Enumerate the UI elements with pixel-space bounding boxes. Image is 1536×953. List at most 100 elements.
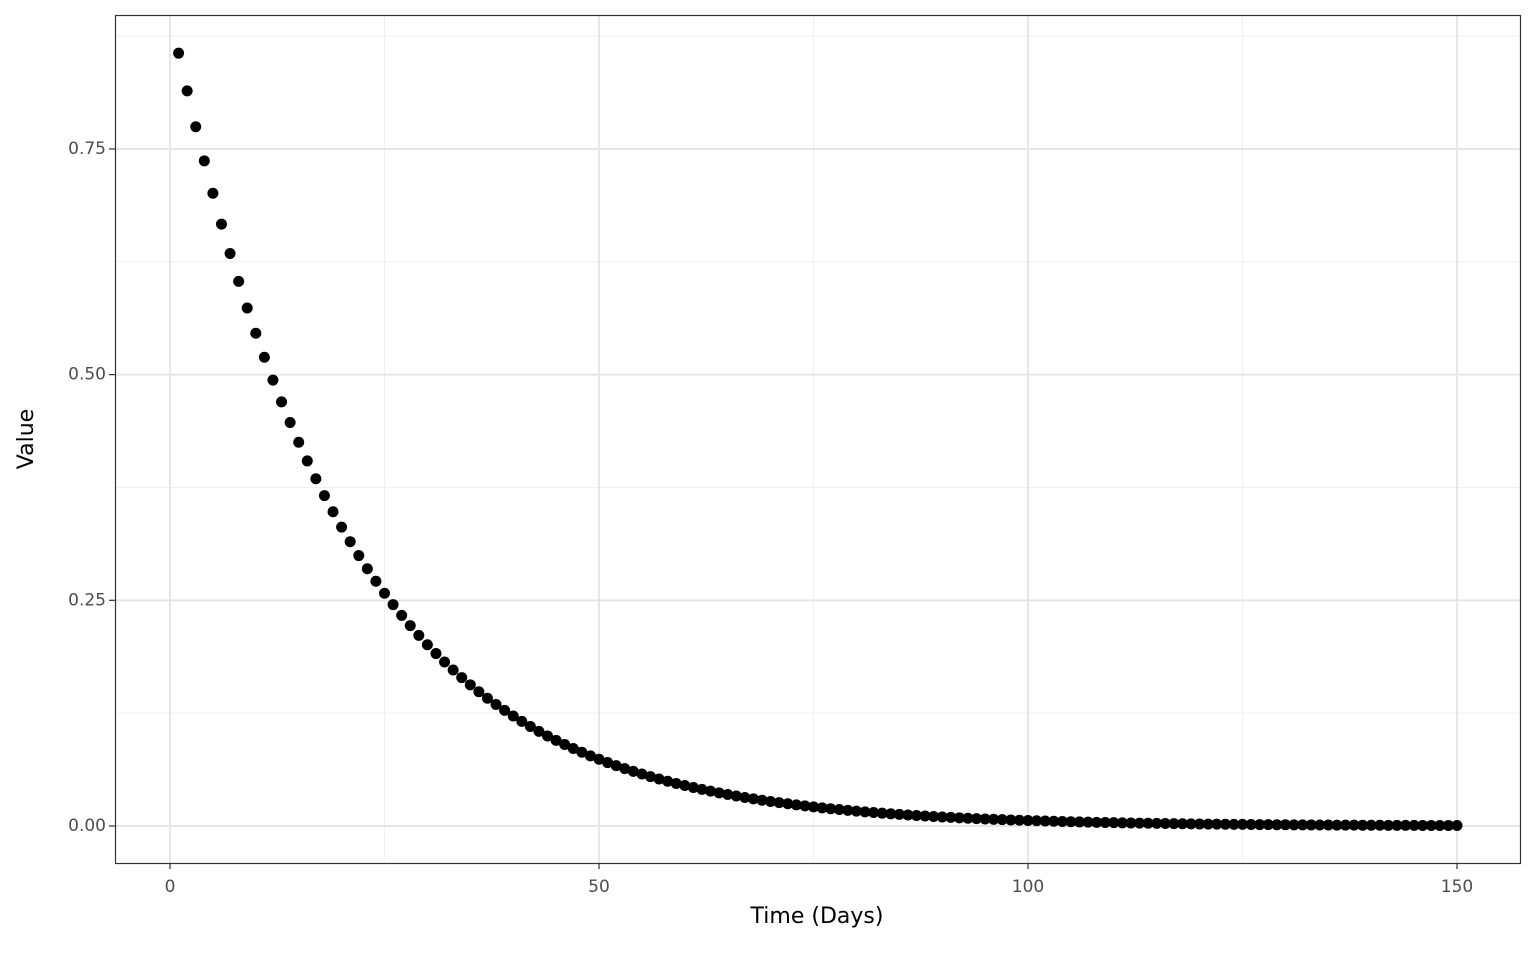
- point: [1185, 818, 1197, 830]
- y-tick-label: 0.50: [68, 365, 106, 385]
- point: [765, 795, 777, 807]
- point: [224, 247, 236, 259]
- point: [1442, 820, 1454, 832]
- point: [662, 775, 674, 787]
- point: [413, 629, 425, 641]
- point: [404, 620, 416, 632]
- point: [593, 753, 605, 765]
- point: [258, 351, 270, 363]
- point: [190, 121, 202, 133]
- point: [1134, 817, 1146, 829]
- point: [1176, 818, 1188, 830]
- point: [1022, 815, 1034, 827]
- point: [567, 743, 579, 755]
- point: [1099, 816, 1111, 828]
- x-tick-label: 100: [1012, 877, 1044, 897]
- point: [1056, 816, 1068, 828]
- point: [1125, 817, 1137, 829]
- point: [421, 639, 433, 651]
- point: [1365, 819, 1377, 831]
- point: [1408, 819, 1420, 831]
- point: [1434, 819, 1446, 831]
- point: [868, 807, 880, 819]
- point: [910, 809, 922, 821]
- point: [447, 664, 459, 676]
- panel-border: [114, 14, 1522, 865]
- point: [284, 417, 296, 429]
- x-axis-title: Time (Days): [750, 904, 884, 929]
- point: [996, 814, 1008, 826]
- point: [902, 809, 914, 821]
- point: [1211, 818, 1223, 830]
- point: [353, 550, 365, 562]
- point: [919, 810, 931, 822]
- point: [1357, 819, 1369, 831]
- point: [198, 155, 210, 167]
- x-tick-label: 150: [1441, 877, 1473, 897]
- y-tick-label: 0.00: [68, 816, 106, 836]
- point: [1142, 817, 1154, 829]
- point: [456, 672, 468, 684]
- point: [387, 599, 399, 611]
- point: [370, 575, 382, 587]
- point: [1237, 818, 1249, 830]
- point: [173, 47, 185, 59]
- point: [1202, 818, 1214, 830]
- point: [181, 85, 193, 97]
- point: [1339, 819, 1351, 831]
- point: [207, 187, 219, 199]
- point: [233, 275, 245, 287]
- point: [619, 763, 631, 775]
- point: [481, 692, 493, 704]
- point: [799, 800, 811, 812]
- point: [1331, 819, 1343, 831]
- point: [602, 757, 614, 769]
- point: [473, 686, 485, 698]
- point: [576, 746, 588, 758]
- point: [885, 808, 897, 820]
- point: [1039, 815, 1051, 827]
- point: [1065, 816, 1077, 828]
- point: [250, 327, 262, 339]
- point: [730, 790, 742, 802]
- point: [379, 587, 391, 599]
- point: [790, 799, 802, 811]
- point: [1048, 815, 1060, 827]
- point: [1073, 816, 1085, 828]
- point: [945, 811, 957, 823]
- point: [241, 302, 253, 314]
- y-tick-label: 0.25: [68, 590, 106, 610]
- point: [610, 760, 622, 772]
- point: [636, 768, 648, 780]
- point: [310, 473, 322, 485]
- point: [739, 791, 751, 803]
- point: [396, 609, 408, 621]
- point: [550, 734, 562, 746]
- point: [1262, 819, 1274, 831]
- point: [842, 804, 854, 816]
- point: [499, 704, 511, 716]
- point: [936, 811, 948, 823]
- point: [1091, 816, 1103, 828]
- point: [773, 797, 785, 809]
- point: [516, 715, 528, 727]
- point: [722, 788, 734, 800]
- point: [653, 773, 665, 785]
- point: [971, 813, 983, 825]
- point: [679, 780, 691, 792]
- point: [1288, 819, 1300, 831]
- point: [825, 803, 837, 815]
- point: [1400, 819, 1412, 831]
- point: [893, 808, 905, 820]
- point: [876, 807, 888, 819]
- point: [850, 805, 862, 817]
- point: [1322, 819, 1334, 831]
- point: [1297, 819, 1309, 831]
- point: [533, 725, 545, 737]
- point: [953, 812, 965, 824]
- point: [542, 730, 554, 742]
- point: [962, 812, 974, 824]
- point: [267, 374, 279, 386]
- point: [1108, 817, 1120, 829]
